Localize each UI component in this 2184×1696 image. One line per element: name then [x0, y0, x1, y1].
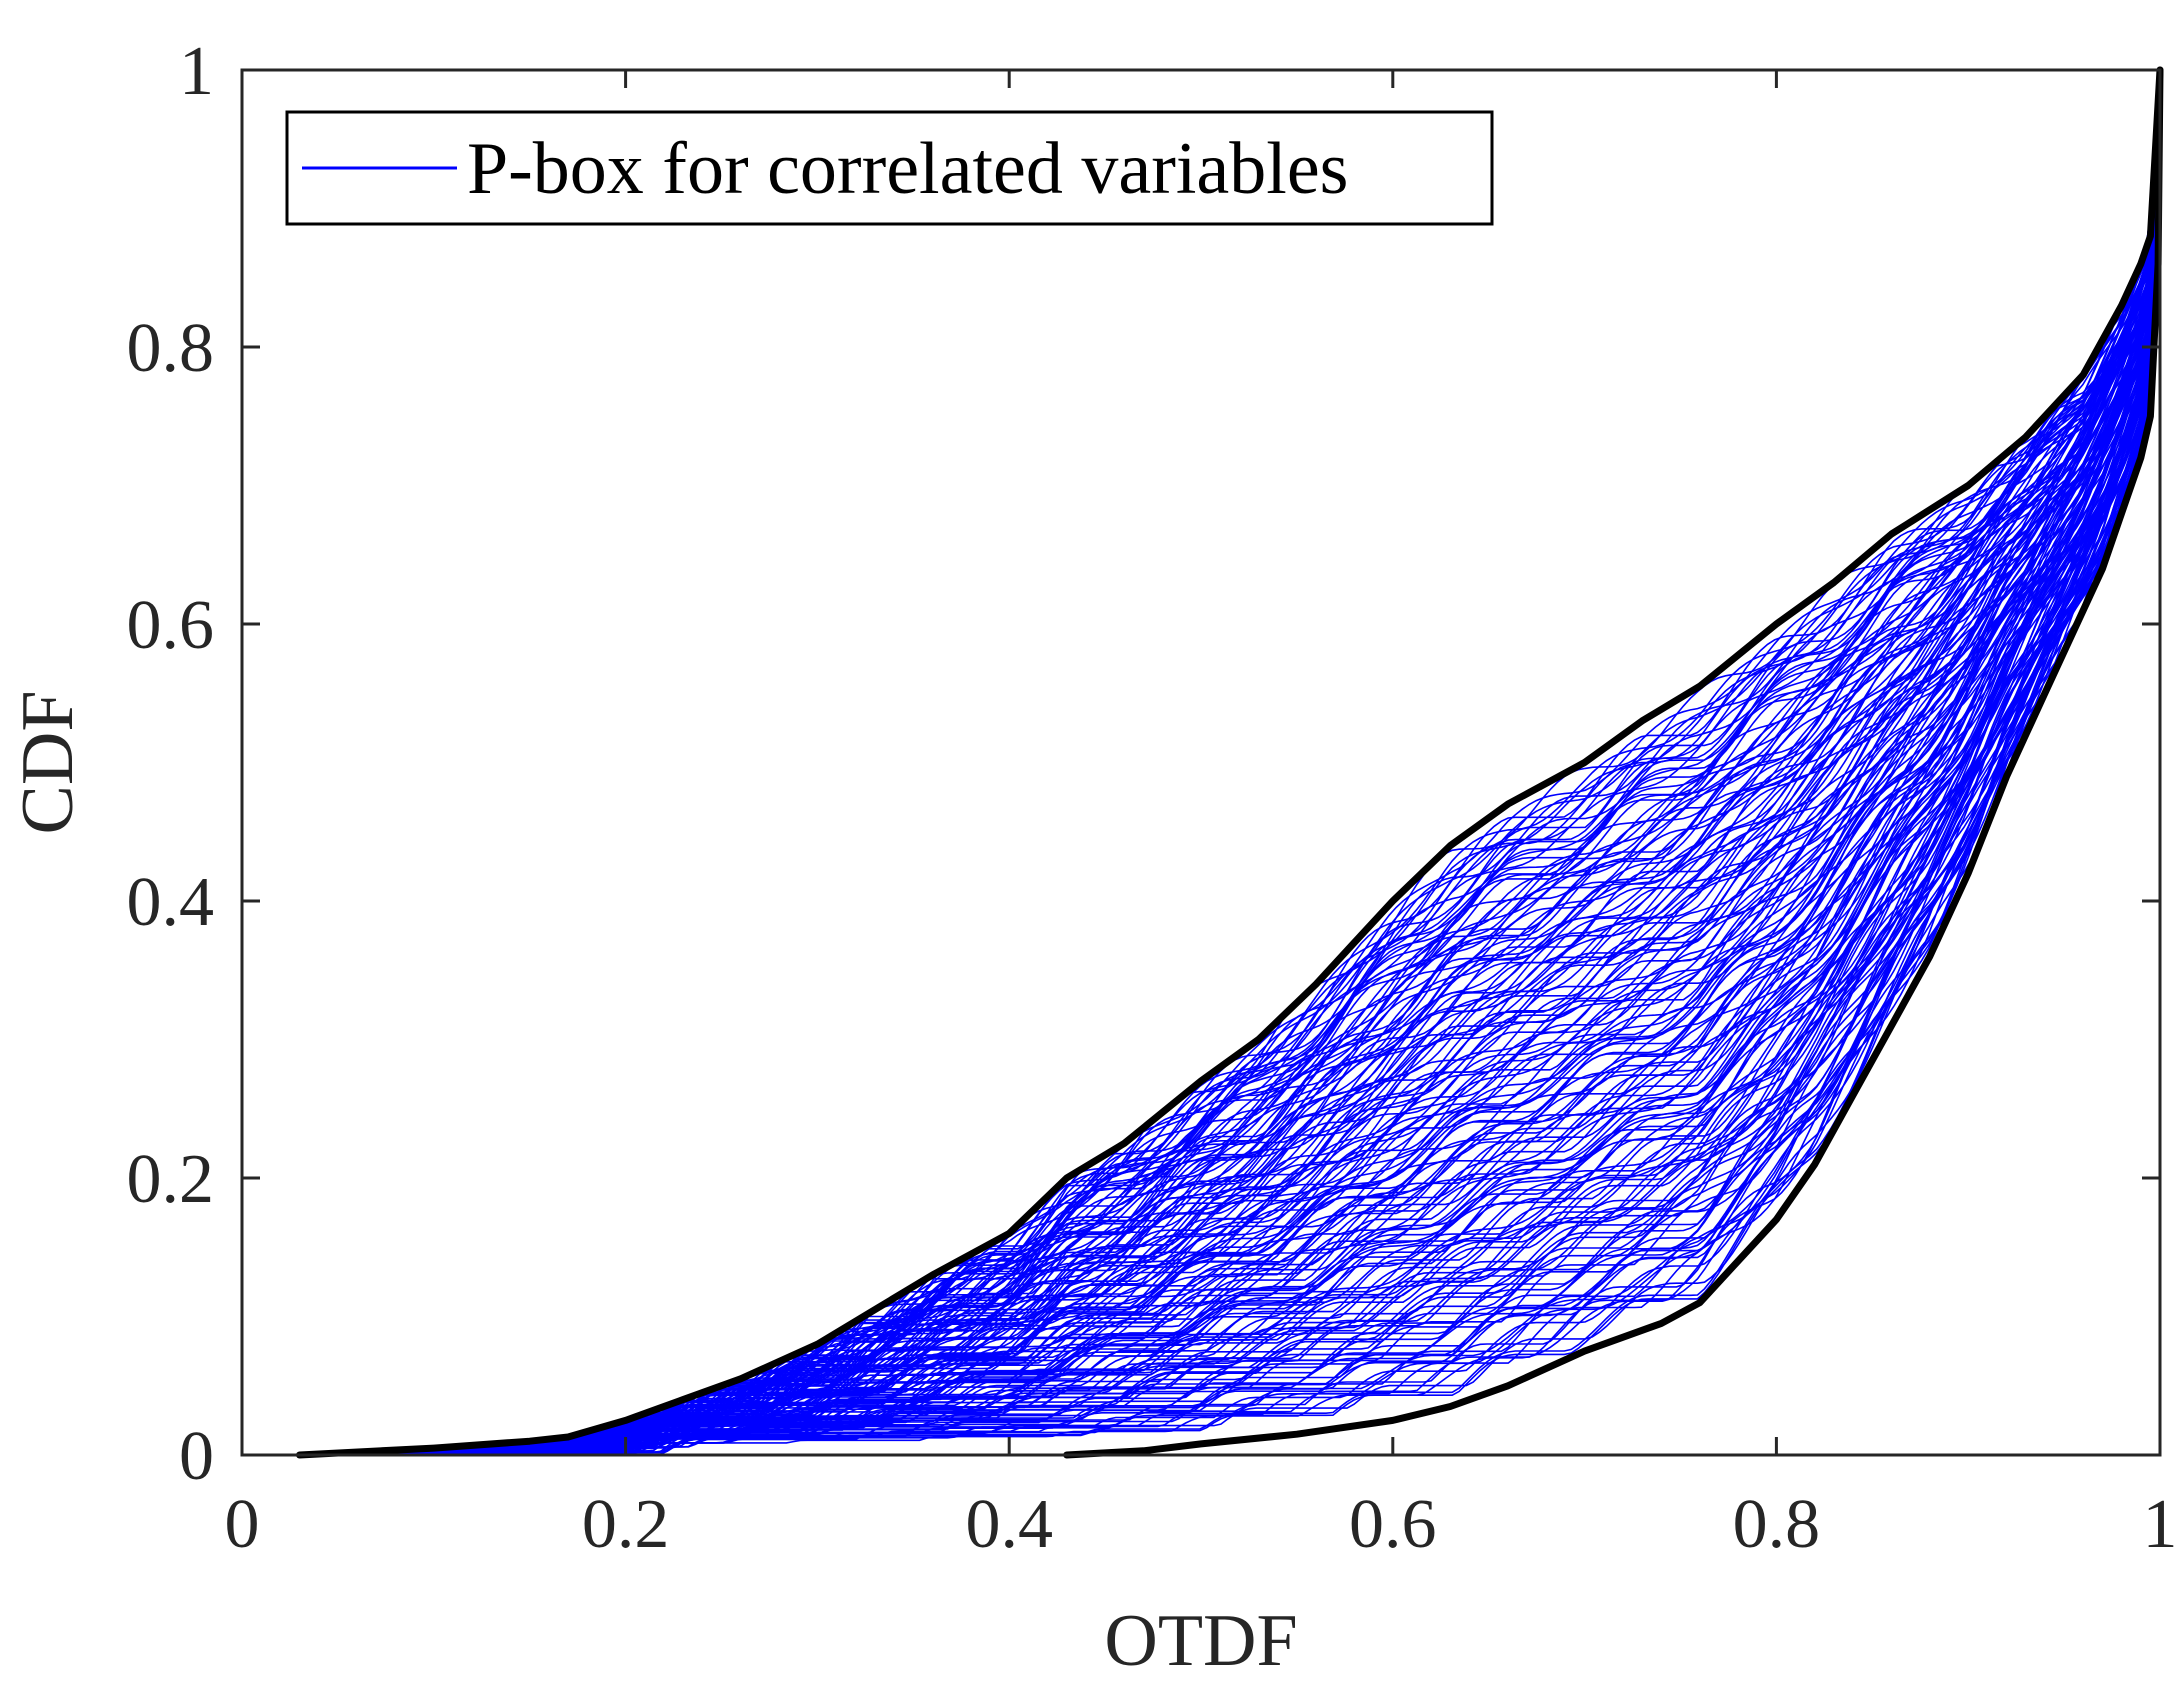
band-curve: [337, 69, 2161, 1454]
upper-bound-curve: [296, 66, 2164, 1459]
band-curve: [337, 69, 2161, 1454]
y-axis: 0 0.2 0.4 0.6 0.8 1: [127, 33, 2160, 1495]
x-tick-label: 1: [2143, 1486, 2178, 1563]
band-curve: [337, 69, 2161, 1454]
x-tick-label: 0.8: [1733, 1486, 1821, 1563]
legend-entry-label: P-box for correlated variables: [467, 128, 1348, 210]
band-curve: [337, 69, 2161, 1455]
y-tick-label: 1: [179, 33, 214, 110]
y-tick-label: 0.6: [127, 587, 215, 664]
legend: P-box for correlated variables: [285, 110, 1494, 226]
x-tick-label: 0.4: [965, 1486, 1053, 1563]
band-curve: [337, 69, 2161, 1456]
y-tick-label: 0.2: [127, 1141, 215, 1218]
band-curve: [337, 69, 2161, 1455]
x-axis-title: OTDF: [1104, 1600, 1297, 1682]
x-axis: 0 0.2 0.4 0.6 0.8 1: [225, 70, 2178, 1563]
band-curve: [337, 69, 2161, 1454]
x-tick-label: 0.6: [1349, 1486, 1437, 1563]
plot-area: [296, 66, 2164, 1459]
lower-bound-curve: [1063, 66, 2164, 1459]
x-tick-label: 0.2: [582, 1486, 670, 1563]
y-tick-label: 0: [179, 1418, 214, 1495]
band-curves: [337, 69, 2161, 1456]
y-axis-title: CDF: [7, 691, 89, 835]
x-tick-label: 0: [225, 1486, 260, 1563]
y-tick-label: 0.4: [127, 864, 215, 941]
legend-box: [285, 110, 1494, 226]
axes-box: [240, 68, 2162, 1457]
y-tick-label: 0.8: [127, 310, 215, 387]
